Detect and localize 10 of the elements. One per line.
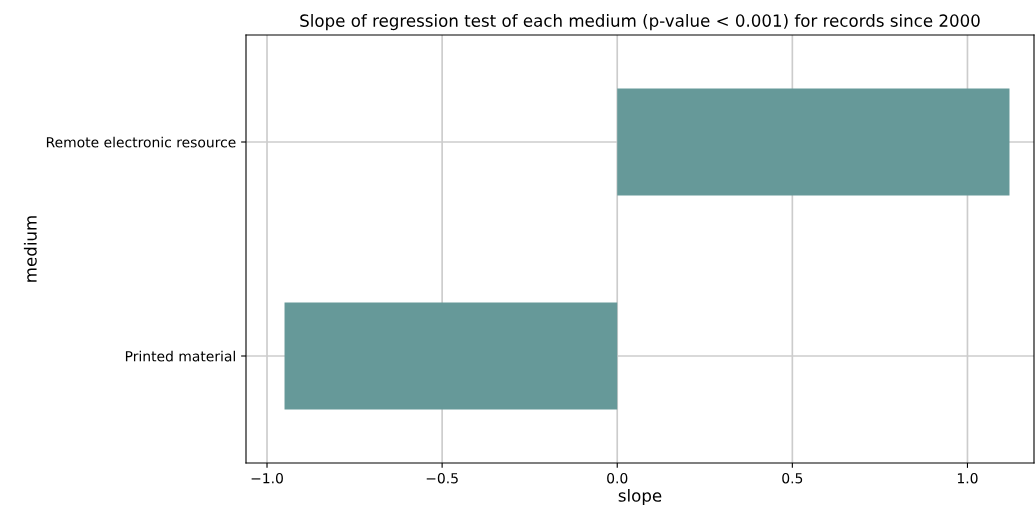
x-axis-title: slope	[618, 488, 662, 506]
x-tick-label: 1.0	[957, 472, 978, 484]
x-tick-label: 0.5	[782, 472, 803, 484]
chart-title: Slope of regression test of each medium (p-value < 0.001) for records since 2000	[300, 14, 980, 31]
x-tick-label: −1.0	[251, 472, 283, 484]
x-tick-label: 0.0	[607, 472, 628, 484]
y-tick-label: Printed material	[125, 350, 235, 362]
y-axis-title: medium	[23, 216, 37, 282]
y-tick-label: Remote electronic resource	[46, 136, 236, 148]
x-tick-label: −0.5	[426, 472, 458, 484]
